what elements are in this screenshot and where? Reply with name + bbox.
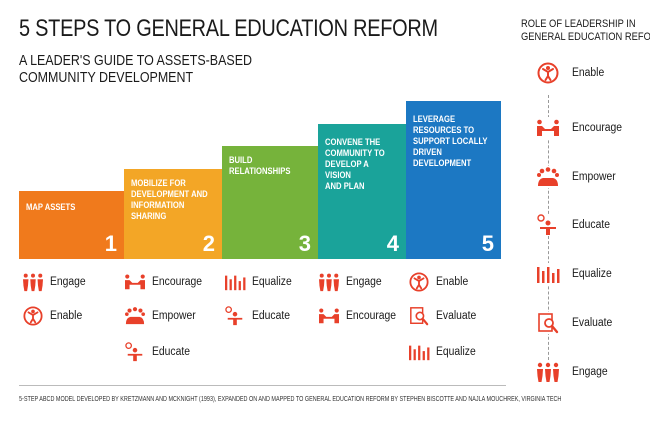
teacher-icon [536,214,560,236]
handshake-icon [536,117,560,139]
sidebar-title-line-1: ROLE OF LEADERSHIP IN [521,18,636,30]
step-2-label: MOBILIZE FOR DEVELOPMENT AND INFORMATION… [131,178,208,221]
step-3-action-educate: Educate [224,306,294,326]
sidebar-item-enable: Enable [536,62,608,84]
person-raised-arms-icon [408,272,430,292]
magnifier-document-icon [408,306,430,326]
bar-levels-icon [224,272,246,292]
step-1-label: MAP ASSETS [26,202,76,212]
step-4-block: CONVENE THE COMMUNITY TO DEVELOP A VISIO… [318,124,406,259]
step-1-action-engage: Engage [22,272,90,292]
people-group-icon [536,361,560,383]
step-5-action-enable: Enable [408,272,472,292]
sidebar-title: ROLE OF LEADERSHIP IN GENERAL EDUCATION … [521,18,650,44]
step-5-action-equalize: Equalize [408,342,480,362]
step-1-number: 1 [104,231,117,256]
handshake-icon [318,306,340,326]
people-group-icon [318,272,340,292]
step-2-number: 2 [202,231,215,256]
sidebar-item-equalize: Equalize [536,263,617,285]
step-3-action-equalize: Equalize [224,272,296,292]
sidebar-item-evaluate: Evaluate [536,312,617,334]
sidebar-item-engage: Engage [536,361,612,383]
footer-divider [19,385,506,386]
step-1-block: MAP ASSETS 1 [19,191,124,259]
teacher-icon [224,306,246,326]
magnifier-document-icon [536,312,560,334]
step-5-label: LEVERAGE RESOURCES TO SUPPORT LOCALLY DR… [413,114,488,168]
subtitle-line-2: COMMUNITY DEVELOPMENT [19,69,194,86]
teacher-icon [124,342,146,362]
people-group-icon [22,272,44,292]
sidebar-title-line-2: GENERAL EDUCATION REFORM [521,31,650,43]
step-4-label: CONVENE THE COMMUNITY TO DEVELOP A VISIO… [325,137,385,191]
subtitle-line-1: A LEADER'S GUIDE TO ASSETS-BASED [19,52,253,69]
step-3-block: BUILD RELATIONSHIPS 3 [222,146,318,259]
step-2-block: MOBILIZE FOR DEVELOPMENT AND INFORMATION… [124,169,222,259]
person-raised-arms-icon [536,62,560,84]
footer-credit: 5-STEP ABCD MODEL DEVELOPED BY KRETZMANN… [19,396,562,403]
step-4-action-encourage: Encourage [318,306,402,326]
step-4-action-engage: Engage [318,272,386,292]
step-3-label: BUILD RELATIONSHIPS [229,155,291,176]
step-1-action-enable: Enable [22,306,86,326]
sidebar-item-empower: Empower [536,166,621,188]
bar-levels-icon [536,263,560,285]
sidebar-item-encourage: Encourage [536,117,628,139]
group-huddle-icon [536,166,560,188]
step-5-block: LEVERAGE RESOURCES TO SUPPORT LOCALLY DR… [406,101,501,259]
step-2-action-empower: Empower [124,306,201,326]
page-subtitle: A LEADER'S GUIDE TO ASSETS-BASED COMMUNI… [19,52,300,86]
person-raised-arms-icon [22,306,44,326]
handshake-icon [124,272,146,292]
group-huddle-icon [124,306,146,326]
step-3-number: 3 [298,231,311,256]
step-4-number: 4 [386,231,399,256]
bar-levels-icon [408,342,430,362]
page-title: 5 STEPS TO GENERAL EDUCATION REFORM [19,15,438,42]
step-2-action-encourage: Encourage [124,272,208,292]
sidebar-item-educate: Educate [536,214,615,236]
step-2-action-educate: Educate [124,342,194,362]
step-5-number: 5 [481,231,494,256]
step-5-action-evaluate: Evaluate [408,306,481,326]
